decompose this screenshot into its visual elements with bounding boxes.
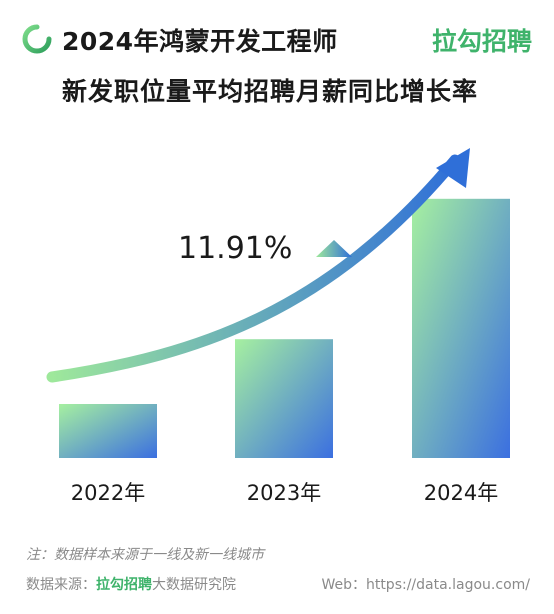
- chart-subtitle: 新发职位量平均招聘月薪同比增长率: [62, 77, 479, 106]
- up-triangle-icon: [316, 240, 352, 257]
- bar-2024年: [412, 198, 510, 459]
- bar-2023年: [235, 339, 333, 458]
- growth-rate-label: 11.91%: [178, 231, 292, 266]
- trend-arrow-head-icon: [436, 148, 470, 188]
- x-tick-label: 2022年: [71, 481, 145, 505]
- x-tick-label: 2024年: [424, 481, 498, 505]
- trend-arrow: [46, 154, 461, 383]
- bar-chart: 2022年 2023年 2024年 11.91%: [46, 148, 510, 505]
- brand-logo-icon: [22, 24, 52, 54]
- data-source: 数据来源：拉勾招聘大数据研究院: [26, 574, 236, 594]
- data-note: 注：数据样本来源于一线及新一线城市: [26, 547, 264, 563]
- brand-name: 拉勾招聘: [431, 27, 532, 56]
- source-prefix: 数据来源：: [26, 577, 96, 593]
- source-suffix: 大数据研究院: [152, 577, 236, 593]
- chart-title: 2024年鸿蒙开发工程师: [62, 27, 338, 56]
- bar-2022年: [59, 404, 157, 458]
- source-brand: 拉勾招聘: [96, 577, 152, 593]
- web-url: Web：https://data.lagou.com/: [321, 577, 530, 593]
- x-tick-label: 2023年: [247, 481, 321, 505]
